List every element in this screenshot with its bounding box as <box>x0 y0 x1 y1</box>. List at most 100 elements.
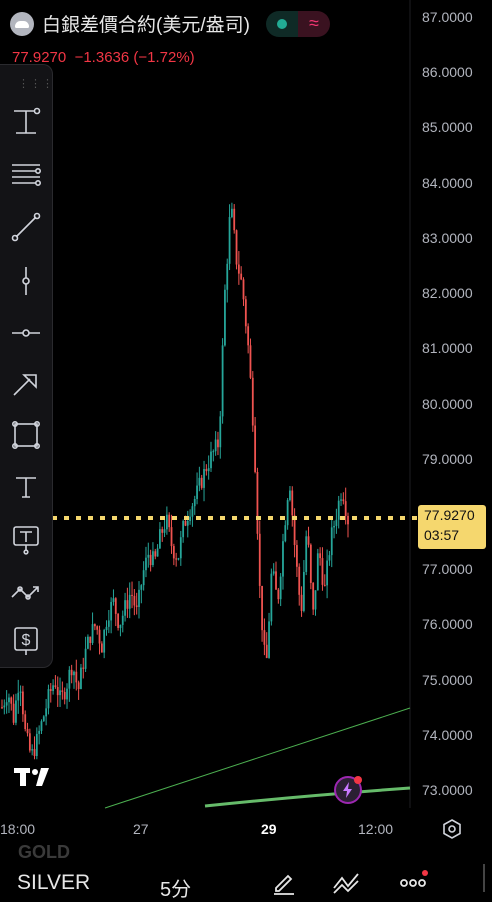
candle[interactable] <box>54 675 57 689</box>
price-label-icon[interactable]: $ <box>8 623 44 659</box>
horizontal-lines-icon[interactable] <box>8 157 44 193</box>
candle[interactable] <box>77 680 80 700</box>
candle[interactable] <box>68 666 71 702</box>
horizontal-line-icon[interactable] <box>8 315 44 351</box>
candle[interactable] <box>228 204 231 271</box>
trend-line-lower[interactable] <box>204 786 411 808</box>
candle[interactable] <box>254 416 257 474</box>
candle[interactable] <box>103 628 106 659</box>
candle[interactable] <box>340 493 342 506</box>
arrow-icon[interactable] <box>8 365 44 401</box>
candle[interactable] <box>145 546 147 578</box>
candle[interactable] <box>126 587 129 618</box>
pen-icon[interactable] <box>270 868 298 901</box>
candle[interactable] <box>40 719 43 734</box>
candle[interactable] <box>82 657 85 679</box>
candle[interactable] <box>212 449 215 462</box>
candle[interactable] <box>33 736 36 760</box>
more-icon[interactable] <box>398 868 430 901</box>
candle[interactable] <box>45 698 48 726</box>
symbol-button[interactable]: SILVER <box>17 871 91 894</box>
candle[interactable] <box>28 728 31 753</box>
candle[interactable] <box>133 589 136 616</box>
candle[interactable] <box>96 625 99 635</box>
candle[interactable] <box>112 589 115 606</box>
candle[interactable] <box>42 715 45 722</box>
candle[interactable] <box>282 533 284 590</box>
candle[interactable] <box>66 683 68 709</box>
candle[interactable] <box>172 543 175 566</box>
candle[interactable] <box>124 592 126 622</box>
candle[interactable] <box>12 694 15 725</box>
candle[interactable] <box>154 548 157 560</box>
candle[interactable] <box>249 338 252 380</box>
candle[interactable] <box>175 552 178 567</box>
candle[interactable] <box>203 460 205 502</box>
candle[interactable] <box>1 699 3 709</box>
candle[interactable] <box>230 202 233 219</box>
candle[interactable] <box>17 679 20 714</box>
chart-header[interactable]: 白銀差價合約(美元/盎司) ≈ <box>10 10 330 37</box>
candle[interactable] <box>38 725 41 745</box>
candle[interactable] <box>326 549 329 599</box>
candle[interactable] <box>261 585 263 642</box>
candle[interactable] <box>128 582 131 619</box>
toolbar-grip-icon[interactable]: ⋮⋮⋮ <box>18 78 54 90</box>
candle[interactable] <box>291 486 294 527</box>
candle[interactable] <box>265 632 268 659</box>
candle[interactable] <box>219 411 222 459</box>
candle[interactable] <box>52 679 54 695</box>
candle[interactable] <box>319 547 322 566</box>
candle[interactable] <box>224 284 226 347</box>
candle[interactable] <box>186 510 189 538</box>
candle[interactable] <box>240 266 243 281</box>
candle[interactable] <box>168 512 171 532</box>
candle[interactable] <box>170 514 173 554</box>
candle[interactable] <box>323 574 326 587</box>
trend-line-upper[interactable] <box>104 707 411 809</box>
candle[interactable] <box>258 520 261 599</box>
candle[interactable] <box>163 519 166 538</box>
candle[interactable] <box>305 530 308 576</box>
candle[interactable] <box>210 441 212 472</box>
candle[interactable] <box>10 696 13 711</box>
candle[interactable] <box>87 634 89 650</box>
cursor-icon[interactable] <box>8 103 44 139</box>
candle[interactable] <box>293 508 296 558</box>
candle[interactable] <box>89 636 92 651</box>
candle[interactable] <box>121 610 124 633</box>
candle[interactable] <box>165 506 168 535</box>
trendline-icon[interactable] <box>8 209 44 245</box>
candle[interactable] <box>182 519 185 543</box>
candle[interactable] <box>344 487 347 525</box>
interval-button[interactable]: 5分 <box>160 879 192 901</box>
candle[interactable] <box>221 338 224 424</box>
candle[interactable] <box>312 582 315 616</box>
candle[interactable] <box>75 659 78 691</box>
candle[interactable] <box>244 295 247 334</box>
candle[interactable] <box>61 681 64 700</box>
candle[interactable] <box>135 592 138 615</box>
candle[interactable] <box>296 540 298 577</box>
candle[interactable] <box>177 557 180 561</box>
rectangle-icon[interactable] <box>8 417 44 453</box>
market-status-pill[interactable]: ≈ <box>265 10 330 37</box>
candle[interactable] <box>198 466 201 492</box>
panel-edge[interactable] <box>476 862 492 899</box>
candle[interactable] <box>251 371 254 432</box>
candle[interactable] <box>114 597 117 627</box>
candle[interactable] <box>226 258 229 303</box>
candle[interactable] <box>47 684 50 715</box>
candle[interactable] <box>214 431 217 456</box>
candle[interactable] <box>200 474 203 490</box>
candle[interactable] <box>275 561 277 590</box>
forecast-icon[interactable] <box>8 573 44 609</box>
candle[interactable] <box>207 455 210 480</box>
candle[interactable] <box>302 560 305 613</box>
candle[interactable] <box>321 547 324 591</box>
candle[interactable] <box>242 277 245 306</box>
candle[interactable] <box>15 693 17 726</box>
candle[interactable] <box>307 526 310 548</box>
candle[interactable] <box>142 561 145 591</box>
candle[interactable] <box>286 498 289 530</box>
